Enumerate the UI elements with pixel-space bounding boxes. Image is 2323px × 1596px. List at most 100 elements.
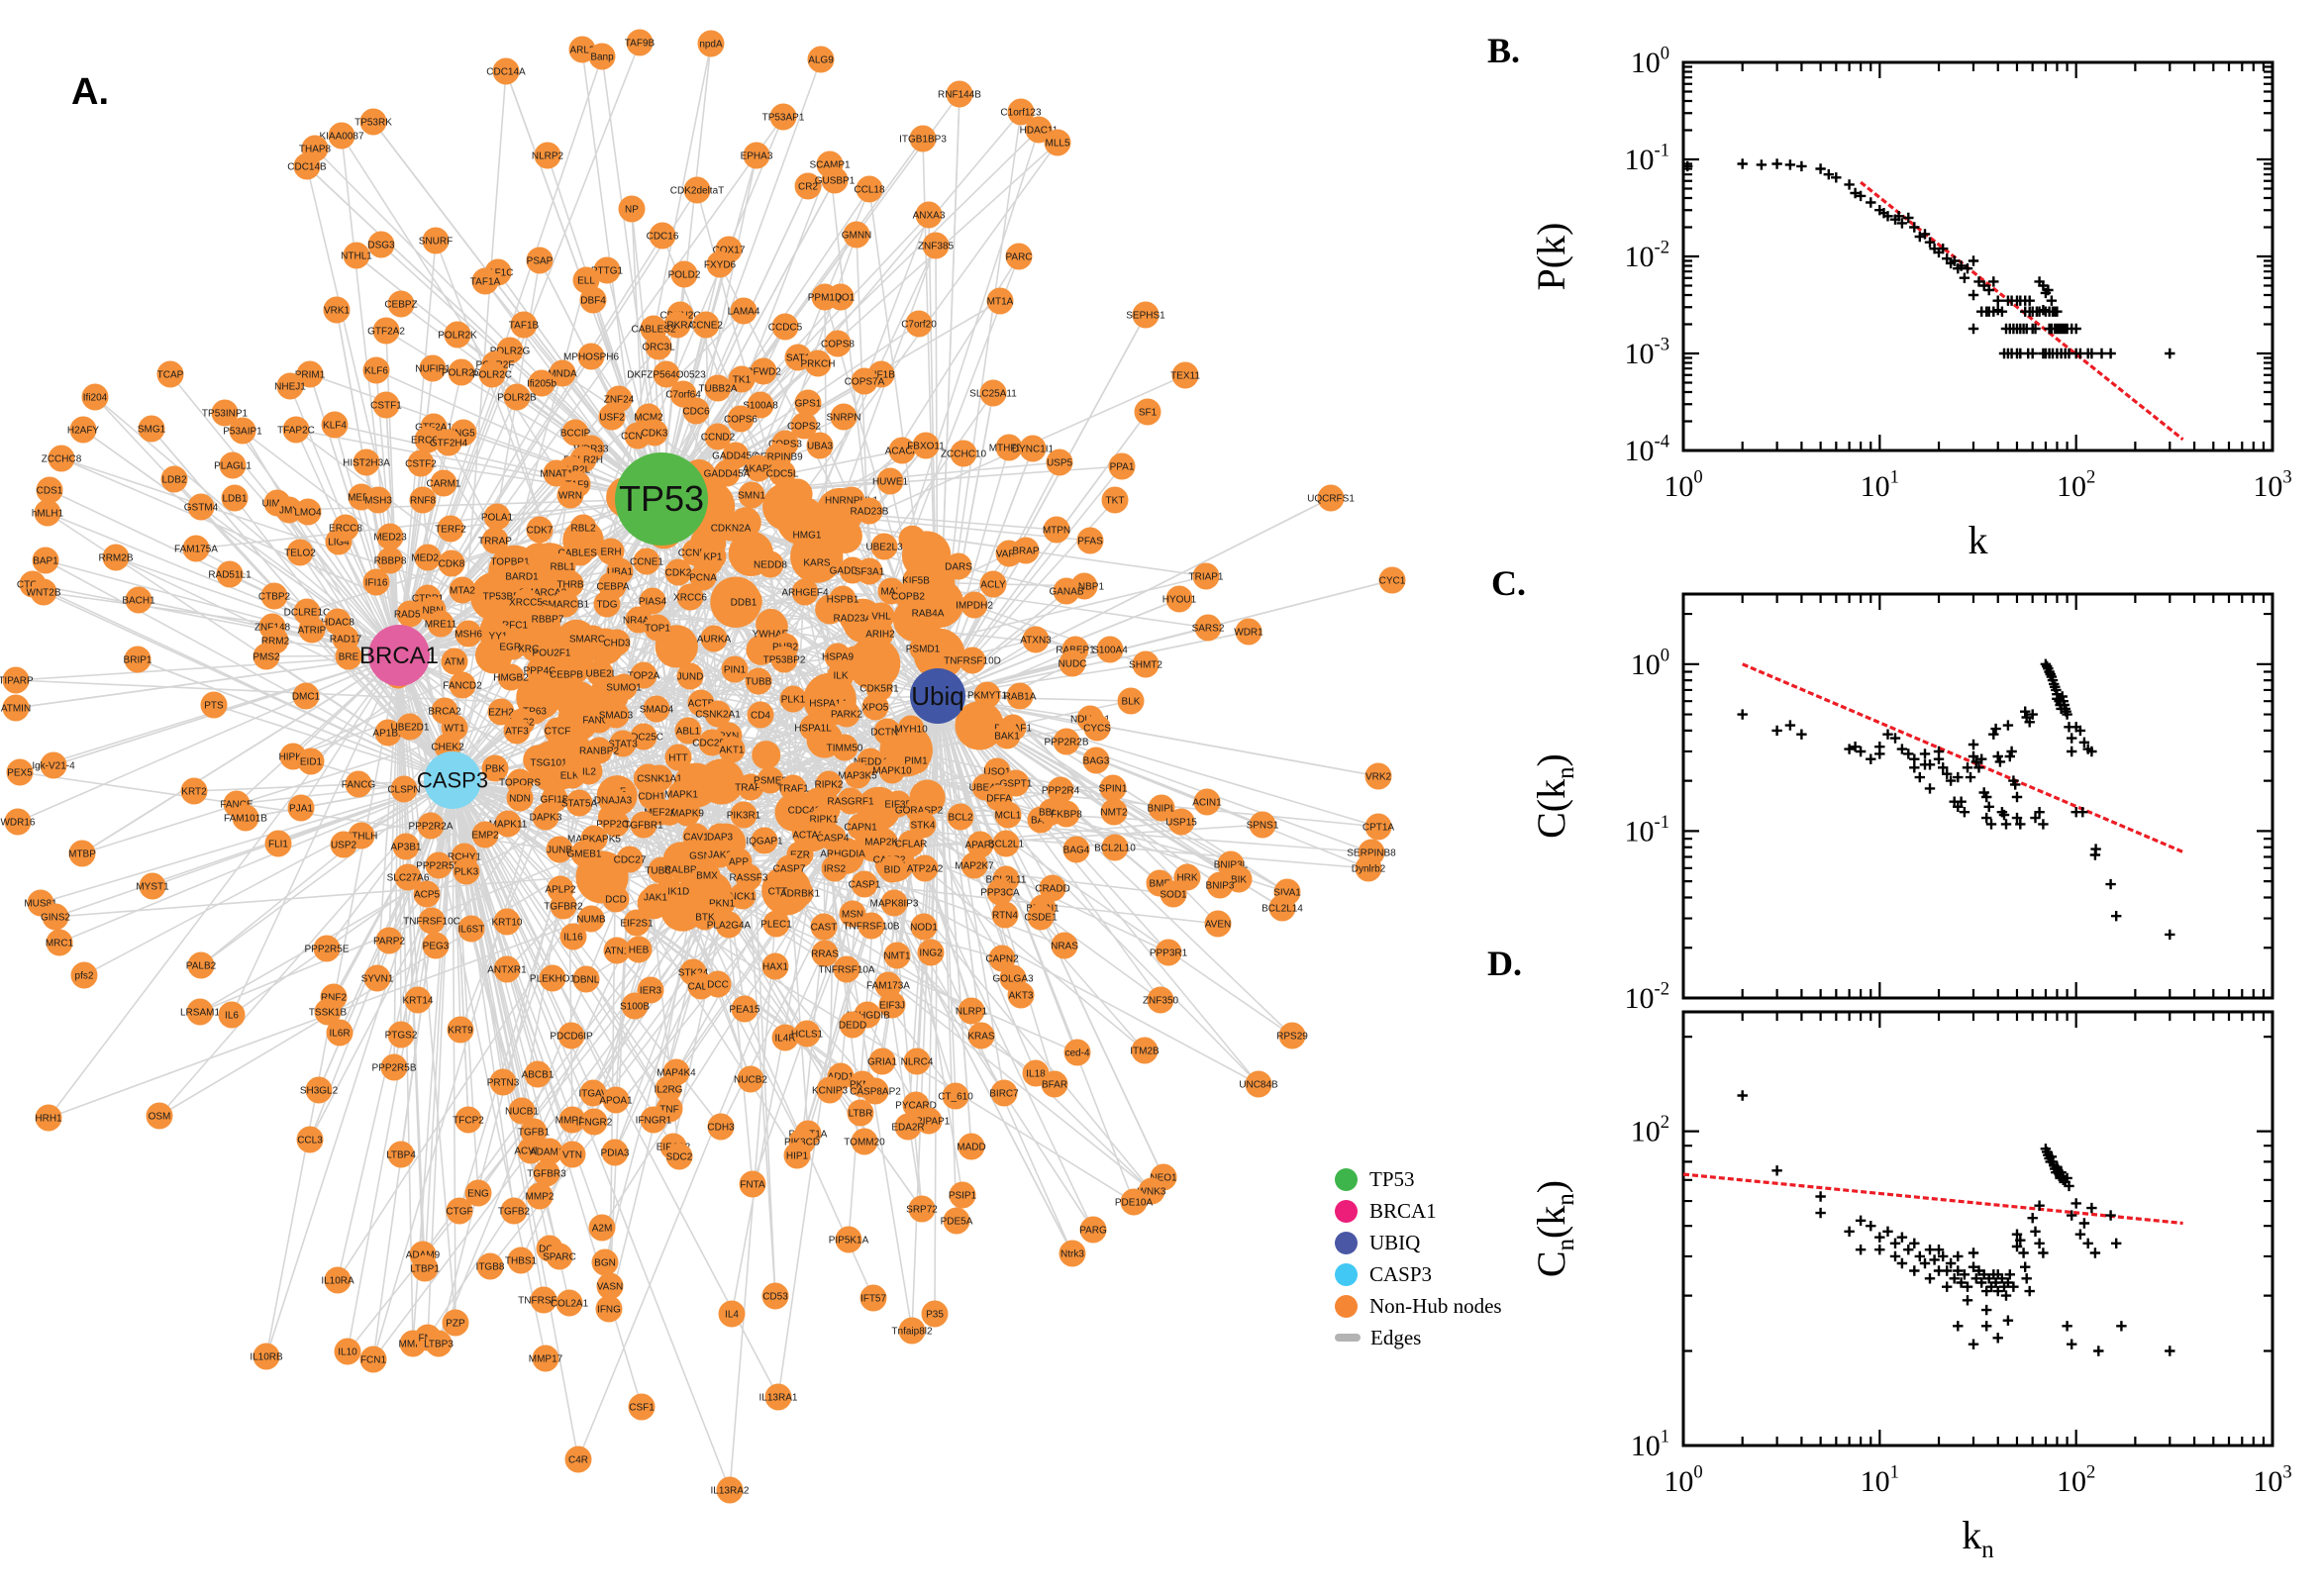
network-node-label: CCND3 xyxy=(678,549,713,559)
network-node xyxy=(791,578,819,606)
network-node-label: HNRNPUL1 xyxy=(825,496,878,507)
network-node-label: TERF2 xyxy=(435,525,466,536)
network-node xyxy=(745,667,772,695)
network-node-label: RAB4A xyxy=(912,609,945,620)
network-node-label: CSDE1 xyxy=(1024,913,1058,924)
network-node xyxy=(689,563,717,591)
network-node xyxy=(387,1141,415,1168)
network-node-label: TIPARP xyxy=(0,676,34,687)
network-node-label: hMLH1 xyxy=(32,509,64,520)
network-node-label: SPIN1 xyxy=(1099,784,1128,795)
legend-item: TP53 xyxy=(1335,1163,1502,1195)
edge xyxy=(612,561,818,801)
network-node-label: SMAD3 xyxy=(599,711,634,722)
network-node xyxy=(856,497,883,525)
network-node-label: JMY xyxy=(279,506,299,517)
network-node-label: CTBP2 xyxy=(258,592,291,603)
legend-item: CASP3 xyxy=(1335,1258,1502,1290)
network-node-label: FANCE xyxy=(220,800,253,811)
network-node xyxy=(1101,834,1129,861)
network-node-label: HCLS1 xyxy=(791,1030,824,1041)
network-node-label: MNDA xyxy=(548,369,577,380)
network-node xyxy=(1083,714,1111,742)
network-node xyxy=(843,221,870,249)
network-node-label: CD4 xyxy=(751,711,770,722)
network-node-label: PLEKHO1 xyxy=(530,974,576,985)
network-node xyxy=(506,784,534,812)
network-node-label: DFFA xyxy=(986,794,1012,805)
network-node xyxy=(806,432,834,459)
network-node-label: NOD1 xyxy=(910,923,938,934)
edge xyxy=(376,654,400,979)
network-node xyxy=(729,882,757,910)
network-node-label: EPHA3 xyxy=(741,151,773,162)
network-node-label: UQCRFS1 xyxy=(1307,494,1355,505)
network-node xyxy=(367,231,395,258)
network-node-label: HRK xyxy=(1176,873,1197,884)
network-node-label: KRAS xyxy=(967,1032,995,1043)
tick-label: 10-2 xyxy=(1625,238,1670,274)
network-node-label: ING5 xyxy=(452,429,475,440)
edge xyxy=(937,695,1135,1203)
plot-box xyxy=(1681,60,2274,452)
network-node xyxy=(673,799,701,827)
network-node-label: PIK3R1 xyxy=(727,811,761,822)
network-node-label: CEBPZ xyxy=(384,300,417,311)
network-node xyxy=(294,498,322,526)
edge xyxy=(54,779,454,918)
network-node xyxy=(392,833,420,860)
network-node xyxy=(1096,636,1124,663)
network-node-label: MAP2K7 xyxy=(955,861,994,872)
network-node-label: ATP2A2 xyxy=(907,864,944,875)
network-node-label: SCAMP1 xyxy=(809,160,851,171)
network-node xyxy=(449,576,476,604)
network-node-label: IRS2 xyxy=(824,864,847,875)
network-node xyxy=(947,803,974,831)
network-node-label: NLRP1 xyxy=(956,1007,988,1018)
network-node-label: MYH10 xyxy=(894,725,928,736)
network-node-label: TFAP2C xyxy=(277,426,315,437)
network-node xyxy=(446,1197,473,1225)
network-node-label: PLAGL1 xyxy=(214,461,252,472)
edge xyxy=(306,165,454,781)
chart-C: 100 10-1 10-2 C(kn) xyxy=(1529,592,2274,1015)
network-node-label: GSTM4 xyxy=(184,503,219,514)
network-node xyxy=(1025,116,1053,144)
network-node xyxy=(1062,836,1090,863)
network-node-label: PPP4C xyxy=(524,666,556,677)
network-node-label: KRT2 xyxy=(181,787,207,798)
network-node-label: HSPB1 xyxy=(827,595,859,606)
network-node-label: IER3 xyxy=(640,986,662,997)
network-node-label: CDC5L xyxy=(766,469,799,480)
tick-label: 103 xyxy=(2253,1462,2291,1499)
legend-item-label: UBIQ xyxy=(1369,1230,1421,1254)
network-node xyxy=(873,718,901,746)
network-node-label: CEBPB xyxy=(550,670,583,681)
edge xyxy=(937,695,1132,702)
network-node-label: GSN xyxy=(689,851,711,862)
network-node-label: TNFRSF10D xyxy=(944,656,1001,667)
network-node-label: NQO1 xyxy=(827,293,856,304)
network-node xyxy=(691,903,719,931)
network-node xyxy=(793,1020,821,1047)
network-node-label: Ifi205b xyxy=(527,379,556,390)
network-node xyxy=(643,695,670,723)
network-node xyxy=(630,723,657,750)
network-node-label: CAPN2 xyxy=(985,954,1019,965)
network-node xyxy=(914,599,942,627)
edge xyxy=(937,695,1164,1178)
network-node xyxy=(404,986,432,1014)
network-node-label: AVEN xyxy=(1205,920,1232,931)
network-node xyxy=(991,901,1019,929)
network-node xyxy=(1171,361,1199,389)
network-node-label: LTBP4 xyxy=(386,1150,416,1161)
network-node xyxy=(1044,129,1071,156)
network-node-label: TDG xyxy=(596,600,617,611)
network-node xyxy=(376,523,404,550)
network-node xyxy=(761,952,789,980)
network-node-label: PLA2G4A xyxy=(707,921,752,932)
network-node xyxy=(803,549,831,576)
network-node xyxy=(546,836,573,863)
